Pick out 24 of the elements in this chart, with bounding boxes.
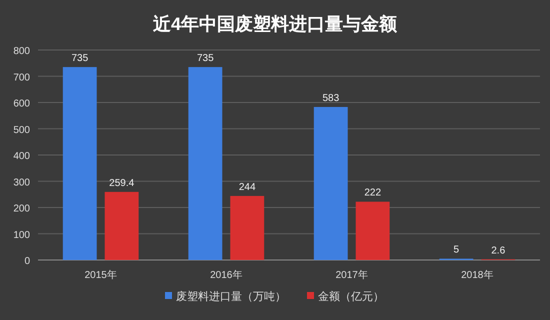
data-label: 2.6 [491, 245, 506, 256]
data-label: 5 [454, 244, 460, 256]
legend-label: 金额（亿元） [318, 290, 384, 303]
y-tick-label: 500 [13, 124, 30, 136]
y-tick-label: 700 [13, 72, 30, 84]
x-tick-label: 2017年 [336, 269, 368, 281]
y-tick-label: 300 [13, 177, 30, 188]
data-label: 244 [238, 182, 256, 193]
chart-title: 近4年中国废塑料进口量与金额 [152, 14, 398, 34]
y-tick-label: 600 [13, 98, 30, 110]
data-label: 735 [71, 53, 89, 64]
data-label: 222 [364, 188, 382, 199]
legend-label: 废塑料进口量（万吨） [176, 290, 286, 303]
y-tick-label: 100 [13, 230, 30, 241]
data-label: 735 [196, 53, 214, 64]
y-tick-label: 0 [24, 256, 30, 267]
x-tick-label: 2016年 [210, 269, 242, 281]
data-label: 259.4 [109, 178, 135, 189]
y-tick-label: 200 [13, 204, 30, 214]
y-tick-label: 400 [13, 151, 30, 162]
x-tick-label: 2015年 [84, 269, 117, 281]
data-label: 583 [322, 92, 340, 104]
y-tick-label: 800 [13, 46, 30, 57]
x-tick-label: 2018年 [461, 269, 494, 281]
